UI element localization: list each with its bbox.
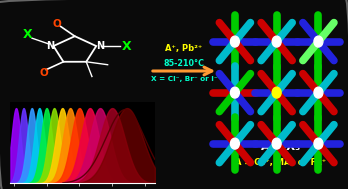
Circle shape — [230, 36, 239, 47]
Circle shape — [272, 87, 281, 98]
Text: A = Cs⁺, MA⁺ or FA⁺: A = Cs⁺, MA⁺ or FA⁺ — [236, 157, 326, 167]
Circle shape — [272, 138, 281, 149]
Text: X: X — [23, 28, 33, 41]
Circle shape — [230, 138, 239, 149]
Text: X: X — [122, 40, 132, 53]
Circle shape — [272, 36, 281, 47]
Circle shape — [314, 138, 323, 149]
Text: O: O — [53, 19, 61, 29]
Text: N: N — [46, 41, 54, 50]
Text: N: N — [96, 41, 104, 50]
Text: X = Cl⁻, Br⁻ or I⁻: X = Cl⁻, Br⁻ or I⁻ — [151, 76, 218, 82]
Circle shape — [230, 87, 239, 98]
Text: O: O — [39, 68, 48, 77]
Circle shape — [314, 36, 323, 47]
Circle shape — [314, 87, 323, 98]
Text: APbX₃: APbX₃ — [261, 140, 301, 153]
Text: A⁺, Pb²⁺: A⁺, Pb²⁺ — [165, 44, 203, 53]
Text: 85-210°C: 85-210°C — [164, 59, 205, 67]
